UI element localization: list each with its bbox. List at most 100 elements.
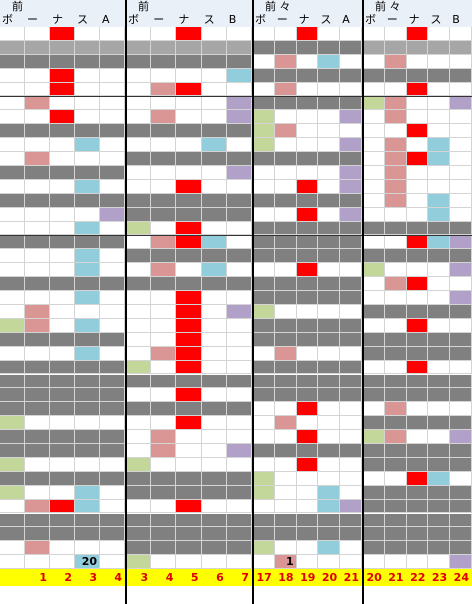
cell	[428, 138, 451, 153]
cell	[253, 152, 275, 166]
cell	[100, 457, 125, 472]
cell	[274, 138, 297, 153]
cell	[226, 541, 252, 556]
cell	[100, 374, 125, 389]
cell	[201, 277, 227, 292]
cell	[201, 332, 227, 347]
cell	[340, 291, 362, 305]
cell	[176, 471, 202, 486]
cell	[384, 388, 407, 403]
cell	[428, 291, 451, 305]
cell	[50, 318, 75, 333]
cell	[450, 318, 472, 333]
cell	[126, 110, 152, 125]
cell	[363, 166, 385, 180]
cell	[126, 457, 152, 472]
cell	[75, 82, 100, 97]
cell	[226, 27, 252, 41]
cell	[318, 249, 341, 264]
cell	[450, 291, 472, 305]
cell	[340, 541, 362, 556]
cell	[201, 82, 227, 97]
cell	[126, 207, 152, 222]
cell	[126, 374, 152, 389]
cell	[406, 138, 429, 153]
cell	[151, 444, 177, 458]
cell	[75, 360, 100, 375]
cell	[100, 54, 125, 69]
cell	[201, 416, 227, 431]
cell	[201, 152, 227, 166]
cell	[126, 318, 152, 333]
cell	[50, 332, 75, 347]
cell	[428, 263, 451, 278]
cell	[226, 346, 252, 361]
cell	[363, 124, 385, 139]
cell	[253, 541, 275, 556]
cell	[226, 40, 252, 55]
cell	[100, 360, 125, 375]
cell	[75, 152, 100, 166]
cell	[318, 291, 341, 305]
footer-cell: 20	[318, 569, 341, 587]
cell	[0, 68, 25, 83]
cell	[201, 263, 227, 278]
cell	[151, 346, 177, 361]
cell	[363, 346, 385, 361]
cell	[25, 416, 50, 431]
cell	[126, 82, 152, 97]
cell	[384, 499, 407, 514]
cell	[176, 499, 202, 514]
cell	[75, 513, 100, 528]
cell	[428, 555, 451, 570]
cell	[50, 27, 75, 41]
column-header: A	[342, 13, 350, 26]
cell	[384, 263, 407, 278]
cell	[75, 388, 100, 403]
cell	[428, 193, 451, 208]
cell	[318, 360, 341, 375]
cell	[75, 332, 100, 347]
cell	[406, 485, 429, 500]
cell	[296, 193, 319, 208]
cell	[176, 346, 202, 361]
cell	[0, 305, 25, 319]
cell	[226, 444, 252, 458]
cell	[151, 374, 177, 389]
cell	[384, 166, 407, 180]
cell	[75, 138, 100, 153]
cell	[450, 277, 472, 292]
cell	[318, 82, 341, 97]
cell	[50, 402, 75, 417]
cell	[340, 499, 362, 514]
panel-title: 前	[138, 0, 149, 13]
cell	[253, 444, 275, 458]
cell	[318, 457, 341, 472]
cell	[296, 138, 319, 153]
cell	[384, 471, 407, 486]
cell	[176, 54, 202, 69]
cell	[318, 332, 341, 347]
cell	[226, 152, 252, 166]
cell	[126, 527, 152, 542]
cell	[25, 221, 50, 236]
cell	[428, 27, 451, 41]
cell	[318, 305, 341, 319]
column-header: ス	[430, 13, 442, 26]
cell	[340, 235, 362, 250]
cell	[363, 82, 385, 97]
cell	[50, 249, 75, 264]
cell	[296, 68, 319, 83]
cell	[274, 152, 297, 166]
cell	[384, 402, 407, 417]
cell	[363, 388, 385, 403]
cell	[201, 485, 227, 500]
cell	[274, 374, 297, 389]
cell	[0, 360, 25, 375]
cell	[253, 305, 275, 319]
cell	[274, 96, 297, 111]
cell	[296, 555, 319, 570]
cell	[151, 82, 177, 97]
cell	[226, 249, 252, 264]
cell	[126, 40, 152, 55]
